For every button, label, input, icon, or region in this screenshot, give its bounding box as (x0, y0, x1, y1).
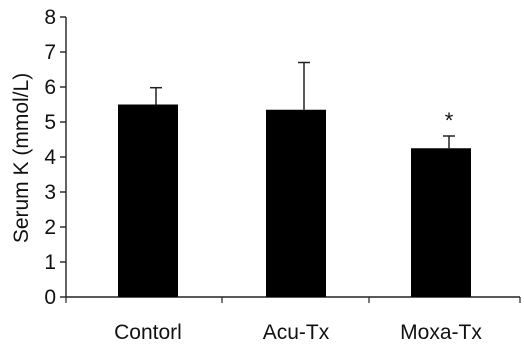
bars (118, 104, 471, 297)
y-tick-label: 7 (44, 41, 56, 64)
y-tick-label: 1 (44, 251, 56, 274)
y-tick-label: 6 (44, 76, 56, 99)
bar (266, 109, 326, 297)
x-axis: Contorl Acu-Tx Moxa-Tx (65, 296, 521, 344)
y-tick-label: 4 (44, 146, 56, 169)
y-tick-label: 2 (44, 216, 56, 239)
x-tick-label: Contorl (114, 321, 182, 344)
significance-marker: * (445, 108, 454, 133)
y-tick-label: 3 (44, 181, 56, 204)
y-axis-label: Serum K (mmol/L) (10, 73, 33, 243)
x-tick-label: Moxa-Tx (400, 321, 482, 344)
y-tick-label: 0 (44, 286, 56, 309)
annotations: * (445, 108, 454, 133)
y-tick-label: 5 (44, 111, 56, 134)
y-tick-label: 8 (44, 6, 56, 29)
bar (118, 104, 178, 297)
y-axis: 0 1 2 3 4 5 6 7 8 (44, 6, 67, 309)
bar (411, 148, 471, 297)
plot-area: 0 1 2 3 4 5 6 7 8 Contorl Acu-Tx Moxa-Tx * (44, 6, 521, 344)
error-bars (150, 61, 455, 149)
x-tick-label: Acu-Tx (263, 321, 330, 344)
